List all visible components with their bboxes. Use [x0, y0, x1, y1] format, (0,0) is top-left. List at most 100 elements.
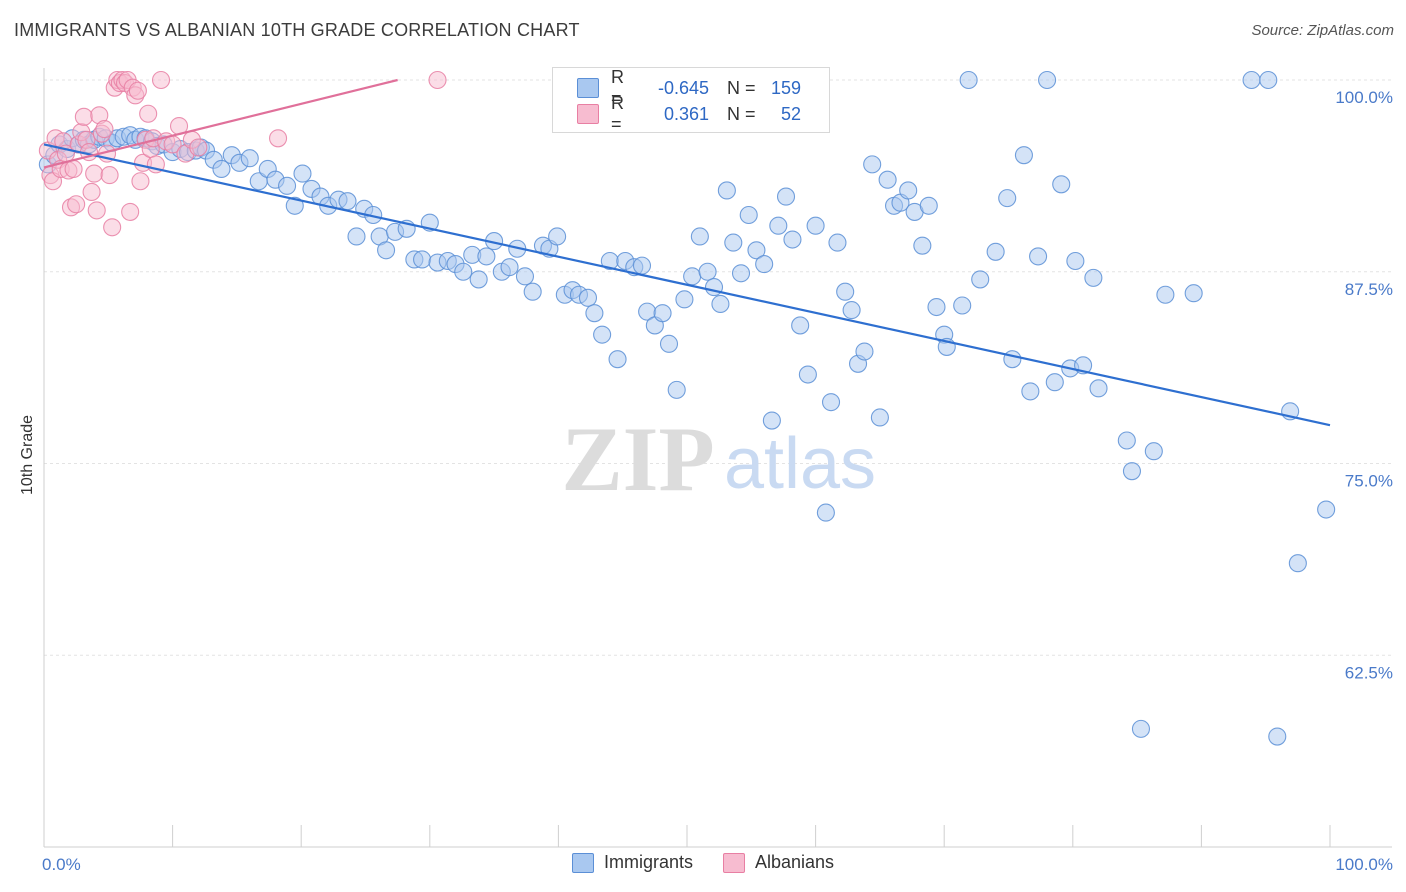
trend-lines: [43, 78, 1331, 427]
point-immigrants: [500, 258, 519, 277]
point-albanians: [103, 218, 122, 237]
point-immigrants: [998, 189, 1017, 208]
y-tick-label: 62.5%: [1345, 663, 1393, 682]
point-albanians: [67, 195, 86, 214]
point-immigrants: [548, 227, 567, 246]
point-immigrants: [1268, 727, 1287, 746]
point-immigrants: [1122, 462, 1142, 481]
point-albanians: [139, 104, 158, 123]
point-immigrants: [1084, 268, 1103, 287]
x-tick-label: 100.0%: [1335, 855, 1393, 874]
point-immigrants: [1156, 285, 1175, 304]
point-immigrants: [798, 365, 817, 384]
point-albanians: [428, 70, 447, 90]
watermark-atlas: atlas: [724, 424, 876, 504]
point-albanians: [64, 159, 83, 179]
legend-r-label: R =: [611, 93, 624, 134]
point-immigrants: [919, 196, 938, 215]
chart-title: IMMIGRANTS VS ALBANIAN 10TH GRADE CORREL…: [14, 20, 580, 40]
point-albanians: [189, 138, 208, 157]
point-immigrants: [878, 170, 897, 189]
x-tick-label: 0.0%: [42, 855, 81, 874]
point-immigrants: [469, 270, 488, 289]
point-immigrants: [240, 149, 259, 168]
point-immigrants: [899, 181, 918, 200]
data-points: [38, 70, 1336, 746]
point-immigrants: [739, 205, 758, 225]
point-albanians: [128, 81, 147, 100]
point-immigrants: [1029, 247, 1048, 266]
point-immigrants: [776, 187, 796, 206]
point-immigrants: [863, 155, 882, 174]
point-immigrants: [855, 342, 874, 361]
point-immigrants: [278, 176, 297, 195]
y-tick-label: 75.0%: [1345, 472, 1393, 491]
point-immigrants: [828, 233, 847, 252]
series-swatch-albanians: [722, 852, 745, 873]
point-immigrants: [1184, 284, 1203, 303]
legend-row-albanians: R = 0.361 N = 52: [577, 93, 801, 134]
point-immigrants: [927, 297, 946, 317]
point-immigrants: [698, 262, 717, 281]
point-immigrants: [659, 334, 679, 353]
point-immigrants: [783, 230, 802, 249]
point-immigrants: [971, 270, 990, 289]
y-tick-label: 87.5%: [1345, 280, 1393, 299]
axes: [43, 68, 1392, 848]
legend-n-value-albanians: 52: [780, 103, 801, 124]
point-immigrants: [836, 282, 855, 301]
point-albanians: [74, 107, 93, 126]
point-immigrants: [959, 70, 978, 90]
point-immigrants: [1038, 70, 1057, 90]
watermark-zip: ZIP: [561, 408, 714, 510]
point-immigrants: [747, 241, 766, 260]
point-immigrants: [1021, 382, 1040, 401]
point-immigrants: [454, 262, 473, 281]
point-immigrants: [1003, 350, 1022, 369]
point-immigrants: [285, 196, 304, 215]
point-immigrants: [293, 164, 312, 183]
point-immigrants: [842, 301, 861, 320]
point-albanians: [87, 201, 106, 220]
point-albanians: [82, 182, 101, 202]
point-albanians: [100, 166, 119, 185]
point-immigrants: [986, 242, 1005, 261]
series-legend: Immigrants Albanians: [0, 852, 1406, 873]
point-immigrants: [523, 282, 542, 301]
trend-line-immigrants: [43, 143, 1331, 427]
point-albanians: [85, 164, 104, 183]
tick-labels: 62.5% 75.0% 87.5% 100.0% 0.0% 100.0%: [42, 88, 1393, 874]
point-immigrants: [717, 181, 736, 200]
point-immigrants: [593, 325, 612, 344]
series-legend-albanians[interactable]: Albanians: [722, 852, 834, 873]
point-immigrants: [347, 227, 366, 246]
series-swatch-immigrants: [571, 852, 594, 873]
point-albanians: [269, 129, 288, 148]
point-immigrants: [212, 159, 231, 179]
point-immigrants: [413, 250, 432, 269]
legend-r-label: R =: [611, 67, 624, 108]
legend-r-value-immigrants: -0.645: [657, 77, 709, 98]
point-immigrants: [477, 247, 496, 266]
point-immigrants: [755, 255, 774, 274]
point-immigrants: [667, 380, 686, 399]
point-immigrants: [338, 192, 357, 211]
point-immigrants: [653, 304, 672, 323]
stats-legend: R = -0.645 N = 159 R = 0.361 N = 52: [552, 67, 830, 134]
point-albanians: [95, 120, 114, 139]
point-immigrants: [1144, 442, 1163, 461]
point-immigrants: [585, 304, 604, 323]
point-immigrants: [1066, 251, 1085, 271]
point-immigrants: [762, 411, 781, 430]
point-immigrants: [578, 288, 598, 307]
point-immigrants: [632, 256, 652, 275]
point-albanians: [121, 202, 140, 221]
point-immigrants: [608, 350, 627, 369]
point-immigrants: [1131, 719, 1151, 738]
point-albanians: [131, 172, 150, 191]
point-immigrants: [1242, 70, 1261, 90]
point-immigrants: [683, 267, 702, 286]
point-immigrants: [1259, 70, 1278, 90]
series-legend-immigrants[interactable]: Immigrants: [571, 852, 693, 873]
